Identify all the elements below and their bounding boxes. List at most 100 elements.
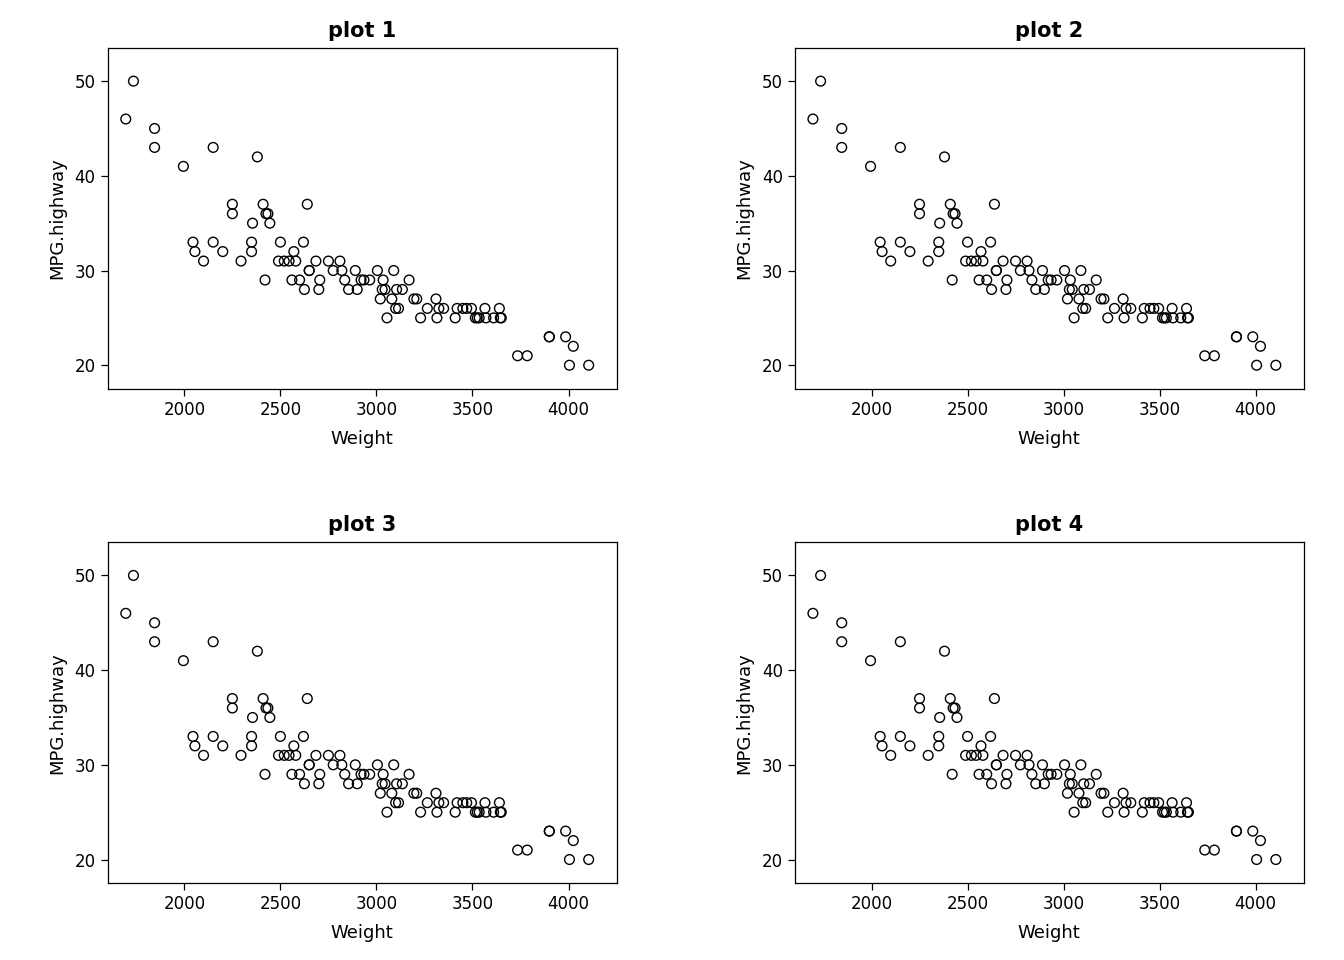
Point: [426, 804, 448, 820]
Point: [376, 804, 398, 820]
Point: [222, 206, 243, 222]
Point: [578, 357, 599, 372]
Point: [406, 291, 427, 306]
Point: [555, 824, 577, 839]
Point: [1075, 300, 1097, 316]
Point: [376, 310, 398, 325]
Point: [429, 795, 450, 810]
Point: [403, 785, 425, 801]
Point: [293, 729, 314, 744]
Point: [293, 776, 314, 791]
Point: [466, 804, 488, 820]
Point: [1062, 776, 1083, 791]
Point: [384, 795, 406, 810]
Point: [1090, 291, 1111, 306]
Point: [1250, 833, 1271, 849]
Point: [1152, 804, 1173, 820]
Point: [945, 206, 966, 222]
Point: [446, 795, 468, 810]
Point: [1246, 357, 1267, 372]
Point: [1193, 842, 1215, 857]
Point: [1073, 795, 1094, 810]
Point: [489, 804, 511, 820]
Point: [382, 785, 403, 801]
Point: [968, 767, 989, 782]
Point: [1226, 824, 1247, 839]
Point: [278, 748, 300, 763]
Point: [1059, 767, 1081, 782]
Point: [996, 273, 1017, 288]
Point: [810, 74, 832, 89]
Point: [1059, 776, 1081, 791]
Point: [456, 795, 477, 810]
Point: [1204, 842, 1226, 857]
Point: [1005, 748, 1027, 763]
Point: [203, 634, 224, 649]
Point: [1009, 263, 1031, 278]
Point: [359, 273, 380, 288]
Point: [945, 701, 966, 716]
Point: [516, 842, 538, 857]
Point: [222, 701, 243, 716]
Point: [927, 738, 949, 754]
Point: [1156, 804, 1177, 820]
Point: [1152, 310, 1173, 325]
Point: [489, 795, 511, 810]
Point: [278, 253, 300, 269]
Point: [293, 282, 314, 298]
Point: [981, 282, 1003, 298]
Point: [961, 748, 982, 763]
Title: plot 1: plot 1: [328, 21, 396, 41]
Point: [371, 776, 392, 791]
Point: [1176, 300, 1198, 316]
Point: [359, 767, 380, 782]
Point: [253, 197, 274, 212]
Point: [1242, 824, 1263, 839]
Point: [445, 310, 466, 325]
Point: [372, 767, 394, 782]
Point: [289, 767, 310, 782]
Point: [285, 253, 306, 269]
Point: [241, 738, 262, 754]
Point: [1132, 310, 1153, 325]
Point: [1148, 795, 1169, 810]
Point: [890, 140, 911, 156]
Point: [298, 263, 320, 278]
Point: [254, 273, 276, 288]
Point: [578, 852, 599, 867]
Point: [957, 729, 978, 744]
Point: [831, 121, 852, 136]
Point: [406, 785, 427, 801]
Point: [323, 263, 344, 278]
Point: [939, 197, 961, 212]
Point: [375, 776, 396, 791]
Point: [1068, 785, 1090, 801]
Point: [880, 748, 902, 763]
Point: [909, 197, 930, 212]
Point: [890, 234, 911, 250]
Point: [1034, 776, 1055, 791]
Point: [1116, 795, 1137, 810]
Point: [1079, 282, 1101, 298]
Point: [972, 253, 993, 269]
Point: [476, 310, 497, 325]
Point: [297, 691, 319, 707]
Point: [890, 634, 911, 649]
Point: [1032, 757, 1054, 773]
Point: [961, 253, 982, 269]
Y-axis label: MPG.highway: MPG.highway: [48, 157, 66, 279]
Point: [1056, 785, 1078, 801]
Point: [563, 833, 585, 849]
Point: [539, 329, 560, 345]
Point: [972, 748, 993, 763]
Point: [241, 234, 262, 250]
Point: [918, 253, 939, 269]
Point: [871, 244, 892, 259]
Point: [957, 234, 978, 250]
Point: [1265, 852, 1286, 867]
Point: [281, 767, 302, 782]
Point: [946, 709, 968, 725]
Point: [474, 300, 496, 316]
Point: [253, 691, 274, 707]
Point: [939, 691, 961, 707]
